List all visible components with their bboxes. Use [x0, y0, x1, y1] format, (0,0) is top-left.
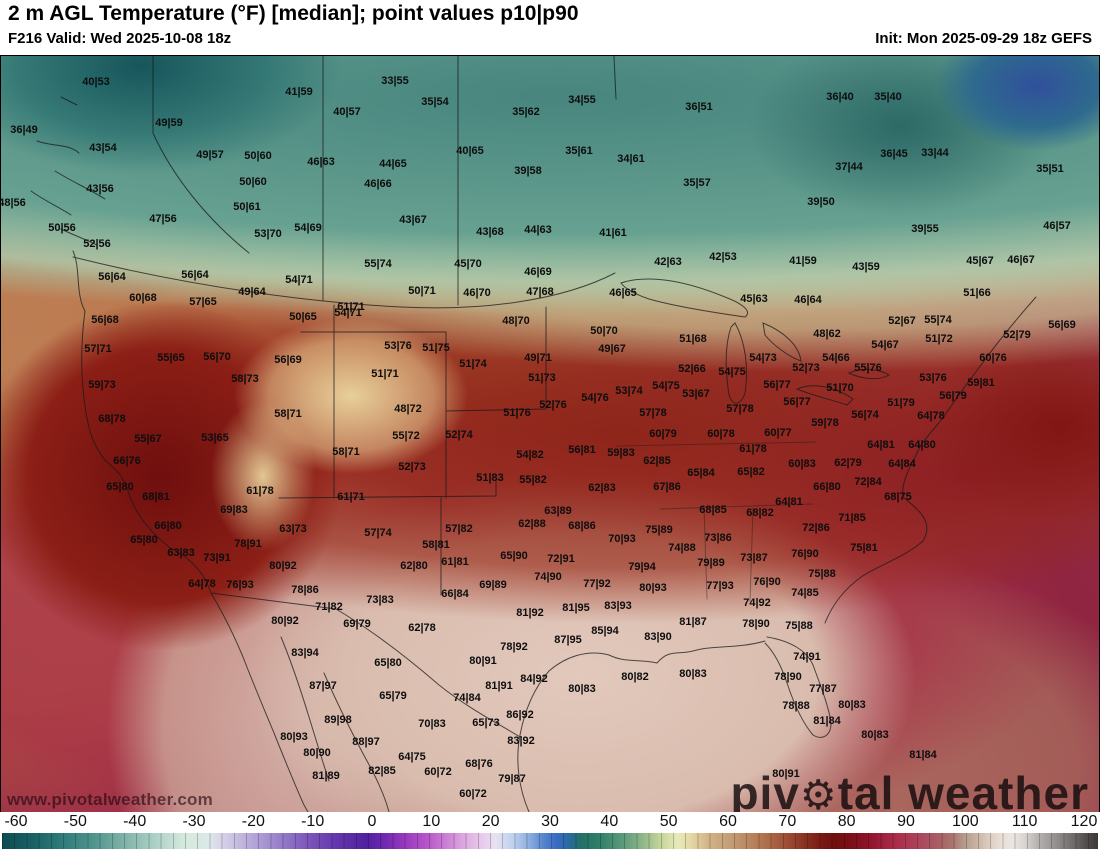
colorbar-tick: 20	[481, 813, 500, 830]
brand-text-right: tal weather	[837, 767, 1089, 813]
colorbar-tick: -40	[123, 813, 147, 830]
colorbar-gradient	[2, 833, 1098, 849]
init-time-label: Init: Mon 2025-09-29 18z GEFS	[875, 30, 1092, 47]
colorbar-tick: -50	[63, 813, 87, 830]
colorbar-tick: -20	[241, 813, 265, 830]
temperature-fill	[1, 56, 1099, 812]
valid-time-label: F216 Valid: Wed 2025-10-08 18z	[8, 30, 232, 47]
watermark-brand: piv⚙tal weather	[730, 767, 1089, 813]
map-borders	[30, 56, 1037, 812]
temperature-map[interactable]: www.pivotalweather.com piv⚙tal weather	[0, 55, 1100, 813]
colorbar-tick: 30	[541, 813, 559, 830]
colorbar-tick: -10	[301, 813, 325, 830]
colorbar-tick: 50	[659, 813, 678, 830]
colorbar-tick: 110	[1011, 813, 1038, 830]
header: 2 m AGL Temperature (°F) [median]; point…	[0, 0, 1100, 55]
colorbar-tick: 100	[951, 813, 979, 830]
colorbar-tick: 0	[367, 813, 377, 830]
brand-text-left: piv	[730, 767, 800, 813]
colorbar-tick: 80	[837, 813, 856, 830]
watermark-site: www.pivotalweather.com	[7, 790, 213, 809]
colorbar-tick: 120	[1070, 813, 1098, 830]
colorbar-tick: -30	[182, 813, 206, 830]
colorbar-tick: 60	[719, 813, 737, 830]
gear-icon: ⚙	[799, 772, 838, 813]
page-title: 2 m AGL Temperature (°F) [median]; point…	[8, 2, 579, 25]
colorbar-tick: -60	[4, 813, 28, 830]
colorbar: -60 -50 -40 -30 -20 -10 0 10 20 30 40 50 60 70 80 90 100…	[0, 812, 1100, 850]
colorbar-tick: 40	[600, 813, 619, 830]
colorbar-ticks: -60 -50 -40 -30 -20 -10 0 10 20 30 40 50 60 70 80 90 100…	[0, 813, 1100, 831]
colorbar-tick: 90	[897, 813, 915, 830]
colorbar-tick: 10	[422, 813, 441, 830]
colorbar-tick: 70	[778, 813, 797, 830]
